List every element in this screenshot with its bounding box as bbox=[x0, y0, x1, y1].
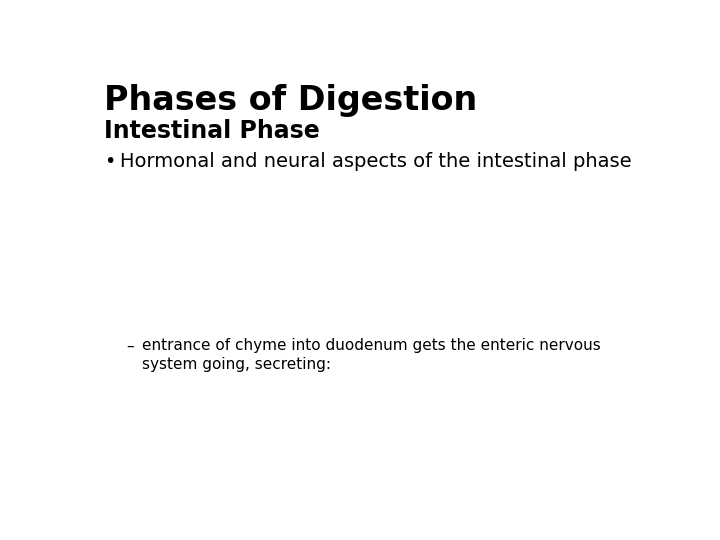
Text: Hormonal and neural aspects of the intestinal phase: Hormonal and neural aspects of the intes… bbox=[120, 152, 631, 171]
Text: Intestinal Phase: Intestinal Phase bbox=[104, 119, 320, 143]
Text: Phases of Digestion: Phases of Digestion bbox=[104, 84, 477, 117]
Text: entrance of chyme into duodenum gets the enteric nervous
system going, secreting: entrance of chyme into duodenum gets the… bbox=[142, 339, 600, 372]
Text: •: • bbox=[104, 152, 115, 171]
Text: –: – bbox=[126, 339, 134, 353]
